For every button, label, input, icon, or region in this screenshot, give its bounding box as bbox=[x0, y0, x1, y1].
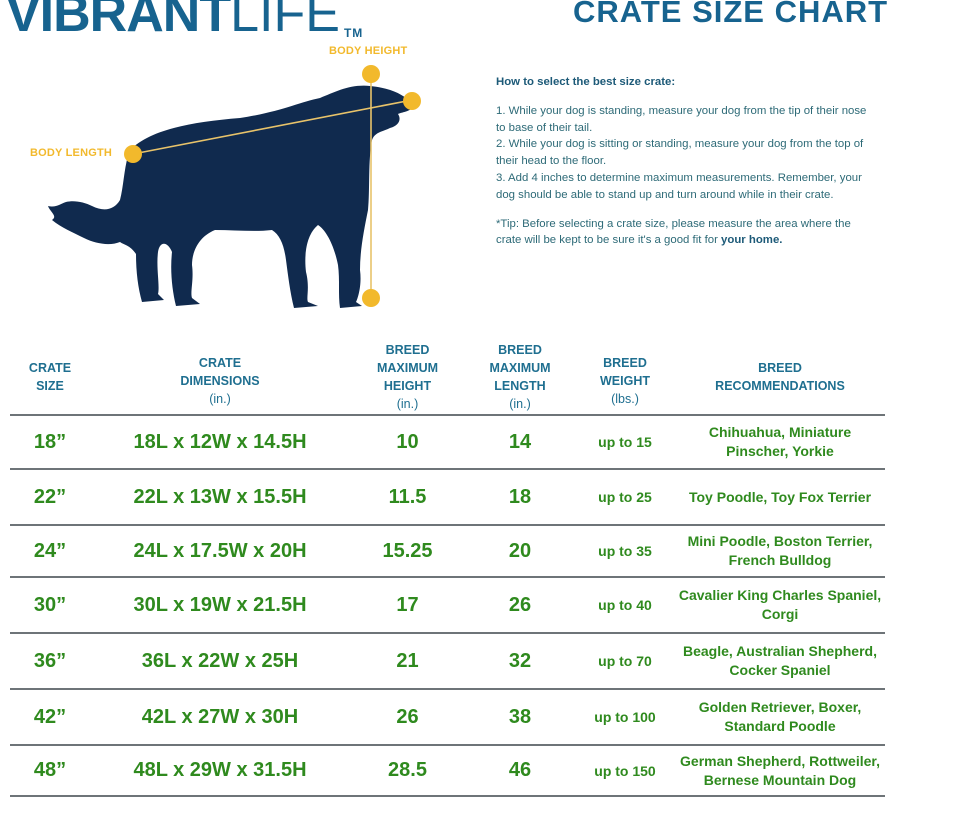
instructions-heading: How to select the best size crate: bbox=[496, 76, 676, 88]
body-length-label: BODY LENGTH bbox=[30, 147, 113, 159]
tip-emphasis: your home. bbox=[721, 234, 783, 247]
crate-size-cell: 18” bbox=[10, 415, 90, 470]
nose-marker-icon bbox=[403, 92, 421, 110]
trademark: TM bbox=[343, 26, 364, 40]
measurement-diagram: BODY HEIGHT BODY LENGTH bbox=[0, 40, 450, 320]
brand-bold: VIBRANT bbox=[6, 0, 231, 43]
dimensions-cell: 18L x 12W x 14.5H bbox=[90, 415, 350, 470]
dog-silhouette-icon bbox=[48, 65, 421, 308]
brand-logo: VIBRANTLIFE TM bbox=[6, 0, 363, 61]
tip-text: *Tip: Before selecting a crate size, ple… bbox=[496, 217, 851, 247]
crate-size-cell: 42” bbox=[10, 689, 90, 746]
max-length-cell: 46 bbox=[465, 745, 575, 797]
instruction-step: 3. Add 4 inches to determine maximum mea… bbox=[496, 171, 862, 201]
column-header-crate-size: CRATE SIZE bbox=[10, 340, 90, 416]
table-row: 42” 42L x 27W x 30H 26 38 up to 100 Gold… bbox=[10, 689, 885, 746]
weight-cell: up to 100 bbox=[575, 689, 675, 746]
recommendations-cell: Chihuahua, Miniature Pinscher, Yorkie bbox=[675, 415, 885, 470]
weight-cell: up to 15 bbox=[575, 415, 675, 470]
crate-size-cell: 48” bbox=[10, 745, 90, 797]
crate-size-cell: 22” bbox=[10, 469, 90, 526]
max-height-cell: 26 bbox=[350, 689, 465, 746]
brand-light: LIFE bbox=[230, 0, 340, 43]
column-header-crate-dimensions: CRATE DIMENSIONS (in.) bbox=[90, 340, 350, 416]
instruction-step: 1. While your dog is standing, measure y… bbox=[496, 104, 867, 134]
table-row: 24” 24L x 17.5W x 20H 15.25 20 up to 35 … bbox=[10, 525, 885, 578]
max-length-cell: 14 bbox=[465, 415, 575, 470]
weight-cell: up to 150 bbox=[575, 745, 675, 797]
weight-cell: up to 70 bbox=[575, 633, 675, 690]
max-height-cell: 28.5 bbox=[350, 745, 465, 797]
table-row: 18” 18L x 12W x 14.5H 10 14 up to 15 Chi… bbox=[10, 415, 885, 470]
dimensions-cell: 22L x 13W x 15.5H bbox=[90, 469, 350, 526]
table-row: 36” 36L x 22W x 25H 21 32 up to 70 Beagl… bbox=[10, 633, 885, 690]
table-header-row: CRATE SIZE CRATE DIMENSIONS (in.) BREED MAXI… bbox=[10, 340, 885, 416]
instructions: How to select the best size crate: 1. Wh… bbox=[496, 74, 876, 249]
max-length-cell: 38 bbox=[465, 689, 575, 746]
dimensions-cell: 48L x 29W x 31.5H bbox=[90, 745, 350, 797]
table-row: 22” 22L x 13W x 15.5H 11.5 18 up to 25 T… bbox=[10, 469, 885, 526]
body-length-marker-icon bbox=[124, 145, 142, 163]
max-height-cell: 15.25 bbox=[350, 525, 465, 578]
crate-size-cell: 36” bbox=[10, 633, 90, 690]
max-length-cell: 32 bbox=[465, 633, 575, 690]
max-length-cell: 18 bbox=[465, 469, 575, 526]
weight-cell: up to 25 bbox=[575, 469, 675, 526]
dimensions-cell: 42L x 27W x 30H bbox=[90, 689, 350, 746]
max-height-cell: 17 bbox=[350, 577, 465, 634]
max-height-cell: 11.5 bbox=[350, 469, 465, 526]
recommendations-cell: Beagle, Australian Shepherd, Cocker Spani… bbox=[675, 633, 885, 690]
max-length-cell: 26 bbox=[465, 577, 575, 634]
max-height-cell: 21 bbox=[350, 633, 465, 690]
floor-marker-icon bbox=[362, 289, 380, 307]
dimensions-cell: 30L x 19W x 21.5H bbox=[90, 577, 350, 634]
weight-cell: up to 40 bbox=[575, 577, 675, 634]
instruction-step: 2. While your dog is sitting or standing… bbox=[496, 138, 864, 168]
weight-cell: up to 35 bbox=[575, 525, 675, 578]
recommendations-cell: Golden Retriever, Boxer, Standard Poodle bbox=[675, 689, 885, 746]
table-row: 48” 48L x 29W x 31.5H 28.5 46 up to 150 … bbox=[10, 745, 885, 797]
body-height-label: BODY HEIGHT bbox=[329, 45, 408, 57]
crate-size-cell: 24” bbox=[10, 525, 90, 578]
table-row: 30” 30L x 19W x 21.5H 17 26 up to 40 Cav… bbox=[10, 577, 885, 634]
column-header-max-length: BREED MAXIMUM LENGTH (in.) bbox=[465, 340, 575, 416]
column-header-max-height: BREED MAXIMUM HEIGHT (in.) bbox=[350, 340, 465, 416]
recommendations-cell: Toy Poodle, Toy Fox Terrier bbox=[675, 469, 885, 526]
column-header-weight: BREED WEIGHT (lbs.) bbox=[575, 340, 675, 416]
recommendations-cell: Mini Poodle, Boston Terrier, French Bulld… bbox=[675, 525, 885, 578]
page-title: CRATE SIZE CHART bbox=[573, 0, 889, 29]
dimensions-cell: 24L x 17.5W x 20H bbox=[90, 525, 350, 578]
recommendations-cell: Cavalier King Charles Spaniel, Corgi bbox=[675, 577, 885, 634]
max-height-cell: 10 bbox=[350, 415, 465, 470]
column-header-recommendations: BREED RECOMMENDATIONS bbox=[675, 340, 885, 416]
max-length-cell: 20 bbox=[465, 525, 575, 578]
head-top-marker-icon bbox=[362, 65, 380, 83]
crate-size-table: CRATE SIZE CRATE DIMENSIONS (in.) BREED MAXI… bbox=[10, 340, 885, 797]
recommendations-cell: German Shepherd, Rottweiler, Bernese Moun… bbox=[675, 745, 885, 797]
crate-size-cell: 30” bbox=[10, 577, 90, 634]
dimensions-cell: 36L x 22W x 25H bbox=[90, 633, 350, 690]
